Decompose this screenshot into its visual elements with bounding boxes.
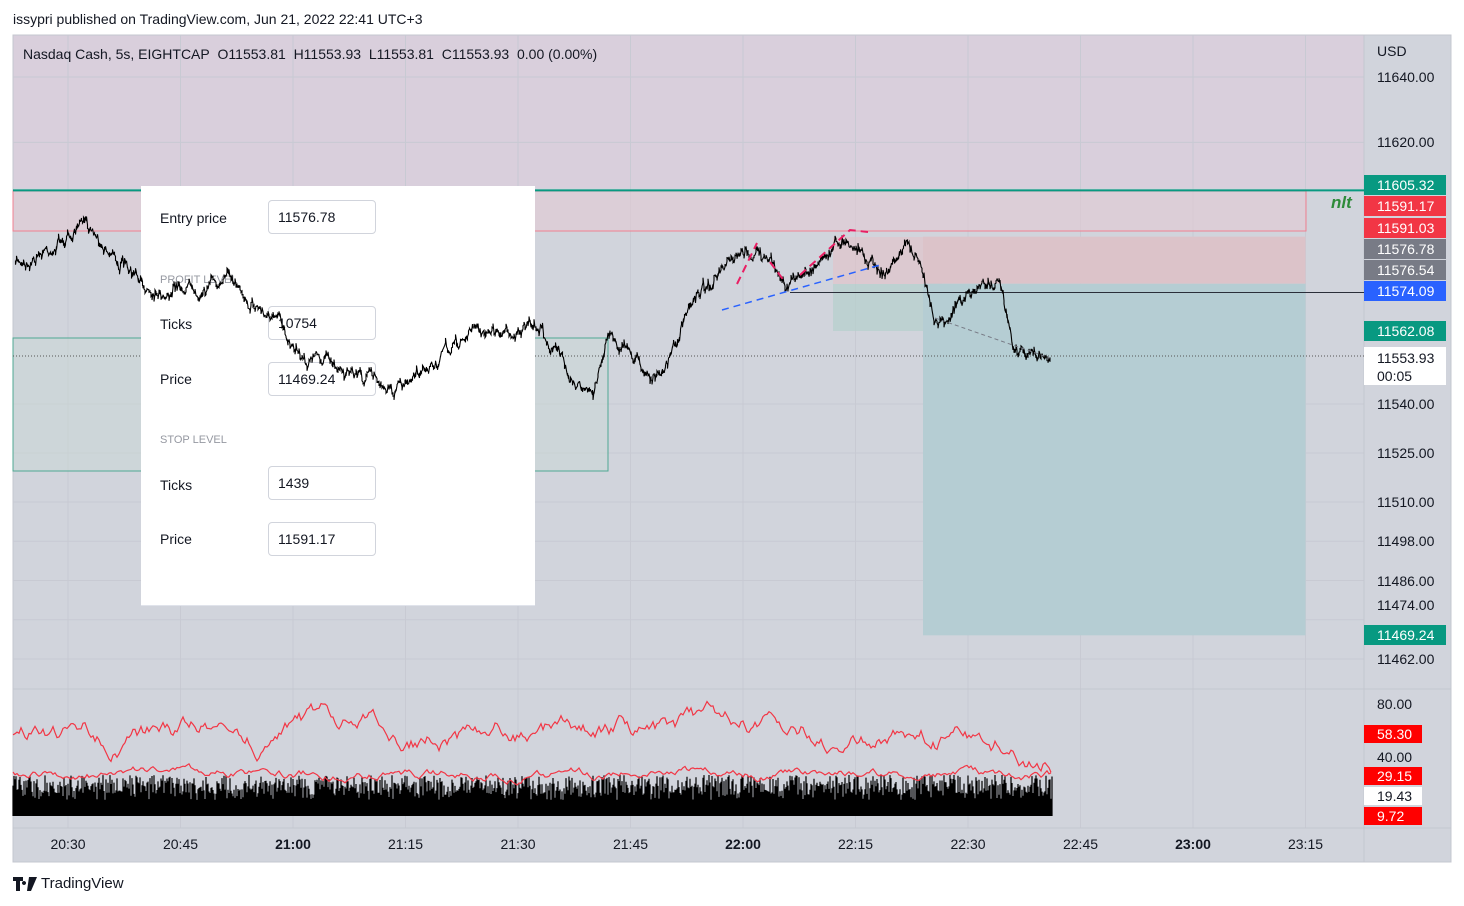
last-price-label: 11553.93 00:05 [1364, 347, 1446, 385]
indicator-label: 29.15 [1364, 767, 1422, 785]
indicator-label: 58.30 [1364, 725, 1422, 743]
entry-price-label: Entry price [160, 210, 227, 226]
price-tick: 11525.00 [1377, 445, 1435, 461]
ohlc-open: O11553.81 [217, 46, 286, 62]
brand-name: TradingView [41, 875, 124, 892]
price-tick: 11510.00 [1377, 494, 1435, 511]
profit-ticks-label: Ticks [160, 316, 193, 332]
price-label: 11591.03 [1364, 218, 1446, 238]
time-tick: 20:30 [50, 836, 86, 852]
profit-level-heading: PROFIT LEVEL [160, 274, 238, 286]
indicator-label: 19.43 [1364, 787, 1422, 805]
price-tick: 11462.00 [1377, 651, 1435, 667]
price-label: 11576.78 [1364, 239, 1446, 259]
time-tick: 21:15 [387, 836, 424, 852]
price-tick: 11640.00 [1377, 69, 1435, 85]
stop-level-heading: STOP LEVEL [160, 434, 227, 446]
ohlc-low: L11553.81 [368, 46, 434, 62]
price-tick: 11620.00 [1377, 134, 1435, 151]
price-label: 11591.17 [1364, 196, 1446, 216]
tradingview-logo-icon [13, 876, 37, 891]
price-label: 11574.09 [1364, 281, 1446, 301]
position-settings-dialog: Entry price 11576.78 PROFIT LEVEL Ticks … [141, 186, 535, 606]
indicator-label: 9.72 [1364, 807, 1422, 825]
stop-zone [923, 236, 1306, 284]
bar-countdown: 00:05 [1377, 368, 1413, 384]
symbol-name[interactable]: Nasdaq Cash, 5s, EIGHTCAP [23, 46, 210, 62]
price-tick: 11474.00 [1377, 597, 1435, 613]
ohlc-high: H11553.93 [293, 46, 362, 62]
time-tick: 21:30 [500, 836, 536, 852]
stop-ticks-input[interactable]: 1439 [268, 466, 376, 500]
price-tick: 11540.00 [1377, 395, 1435, 412]
stop-price-input[interactable]: 11591.17 [268, 522, 376, 556]
indicator-tick: 80.00 [1377, 696, 1413, 712]
target-zone [923, 283, 1306, 636]
ohlc-close: C11553.93 [441, 46, 510, 62]
stop-price-label: Price [160, 531, 192, 547]
currency-label[interactable]: USD [1377, 43, 1407, 59]
indicator-tick: 40.00 [1377, 749, 1413, 765]
top-zone [13, 35, 1364, 188]
time-tick: 22:00 [725, 836, 761, 852]
time-tick: 22:45 [1062, 836, 1099, 852]
time-tick: 22:15 [837, 836, 874, 852]
nlt-annotation[interactable]: nlt [1331, 193, 1352, 212]
price-label: 11562.08 [1364, 321, 1446, 341]
price-axis-background [1364, 35, 1451, 862]
stop-ticks-label: Ticks [160, 477, 193, 493]
time-tick: 21:00 [275, 836, 311, 852]
price-label: 11576.54 [1364, 260, 1446, 280]
tradingview-logo[interactable]: TradingView [13, 875, 124, 892]
profit-price-input[interactable]: 11469.24 [268, 362, 376, 396]
price-tick: 11486.00 [1377, 572, 1435, 589]
price-label: 11605.32 [1364, 175, 1446, 195]
price-tick: 11498.00 [1377, 533, 1435, 550]
symbol-legend: Nasdaq Cash, 5s, EIGHTCAP O11553.81 H115… [23, 46, 597, 62]
publish-info: issypri published on TradingView.com, Ju… [13, 11, 423, 27]
time-tick: 23:15 [1287, 836, 1324, 852]
entry-price-input[interactable]: 11576.78 [268, 200, 376, 234]
time-tick: 22:30 [950, 836, 986, 852]
last-price: 11553.93 [1377, 350, 1435, 366]
ohlc-change: 0.00 (0.00%) [516, 46, 598, 62]
profit-price-label: Price [160, 371, 192, 387]
time-tick: 23:00 [1175, 836, 1211, 852]
time-tick: 21:45 [612, 836, 649, 852]
profit-ticks-input[interactable]: 10754 [268, 306, 376, 340]
time-tick: 20:45 [162, 836, 199, 852]
price-label: 11469.24 [1364, 625, 1446, 645]
